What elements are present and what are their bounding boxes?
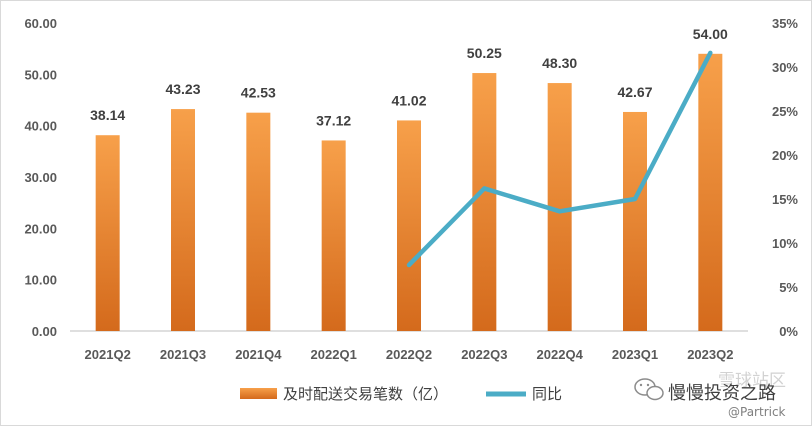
category-label: 2022Q4: [537, 347, 584, 362]
yoy-point: [708, 51, 712, 55]
bar-data-label: 38.14: [90, 107, 125, 123]
right-axis-tick-label: 35%: [772, 16, 798, 31]
legend-bar-swatch: [240, 388, 277, 399]
right-axis-tick-label: 25%: [772, 104, 798, 119]
category-label: 2021Q3: [160, 347, 206, 362]
yoy-point: [482, 186, 486, 190]
watermark-author: @Partrick: [728, 405, 786, 419]
watermark-title: 慢慢投资之路: [668, 383, 776, 404]
legend: 及时配送交易笔数（亿） 同比: [240, 385, 562, 403]
bar-data-label: 48.30: [542, 55, 577, 71]
bar: [95, 135, 120, 331]
left-axis-ticks: 0.00 10.00 20.00 30.00 40.00 50.00 60.00: [24, 16, 57, 339]
legend-line-label: 同比: [532, 385, 562, 403]
bar-data-label: 41.02: [391, 92, 426, 108]
right-axis-tick-label: 10%: [772, 236, 798, 251]
category-label: 2022Q2: [386, 347, 432, 362]
bar-data-label: 54.00: [693, 26, 728, 42]
yoy-line-series: [406, 50, 713, 268]
wechat-logo-icon: [634, 378, 664, 401]
bar: [246, 112, 271, 331]
bar-data-label: 37.12: [316, 112, 351, 128]
yoy-point: [558, 209, 562, 213]
left-axis-tick-label: 10.00: [24, 273, 57, 288]
bar: [623, 111, 647, 331]
bar-data-label: 42.67: [617, 84, 652, 100]
watermark: 雪球站区 慢慢投资之路 @Partrick: [634, 371, 786, 419]
bar: [171, 109, 195, 331]
bar: [698, 53, 723, 332]
bar-series: [95, 53, 723, 332]
yoy-point: [633, 197, 637, 201]
bar-data-label: 42.53: [241, 85, 276, 101]
bar-data-label: 50.25: [467, 45, 502, 61]
bar: [472, 73, 497, 332]
category-label: 2021Q2: [85, 347, 131, 362]
bar-data-label: 43.23: [165, 81, 200, 97]
right-axis-ticks: 0% 5% 10% 15% 20% 25% 30% 35%: [772, 16, 798, 339]
bar: [397, 120, 421, 331]
right-axis-tick-label: 30%: [772, 60, 798, 75]
right-axis-tick-label: 20%: [772, 148, 798, 163]
right-axis-tick-label: 15%: [772, 192, 798, 207]
right-axis-tick-label: 5%: [779, 280, 798, 295]
category-labels: 2021Q2 2021Q3 2021Q4 2022Q1 2022Q2 2022Q3 2022…: [85, 347, 734, 362]
category-label: 2021Q4: [235, 347, 282, 362]
bar: [321, 140, 346, 331]
data-labels: 38.14 43.23 42.53 37.12 41.02 50.25 48.30 42.67…: [90, 26, 728, 129]
category-label: 2023Q2: [687, 347, 733, 362]
left-axis-tick-label: 40.00: [24, 119, 57, 134]
left-axis-tick-label: 60.00: [24, 16, 57, 31]
right-axis-tick-label: 0%: [779, 324, 798, 339]
watermark-stamp: 雪球站区: [718, 371, 786, 391]
category-label: 2022Q3: [461, 347, 507, 362]
left-axis-tick-label: 0.00: [32, 324, 57, 339]
legend-bar-label: 及时配送交易笔数（亿）: [283, 385, 448, 403]
category-label: 2023Q1: [612, 347, 658, 362]
left-axis-tick-label: 50.00: [24, 67, 57, 82]
yoy-point: [407, 263, 411, 267]
left-axis-tick-label: 20.00: [24, 221, 57, 236]
category-label: 2022Q1: [311, 347, 357, 362]
left-axis-tick-label: 30.00: [24, 170, 57, 185]
